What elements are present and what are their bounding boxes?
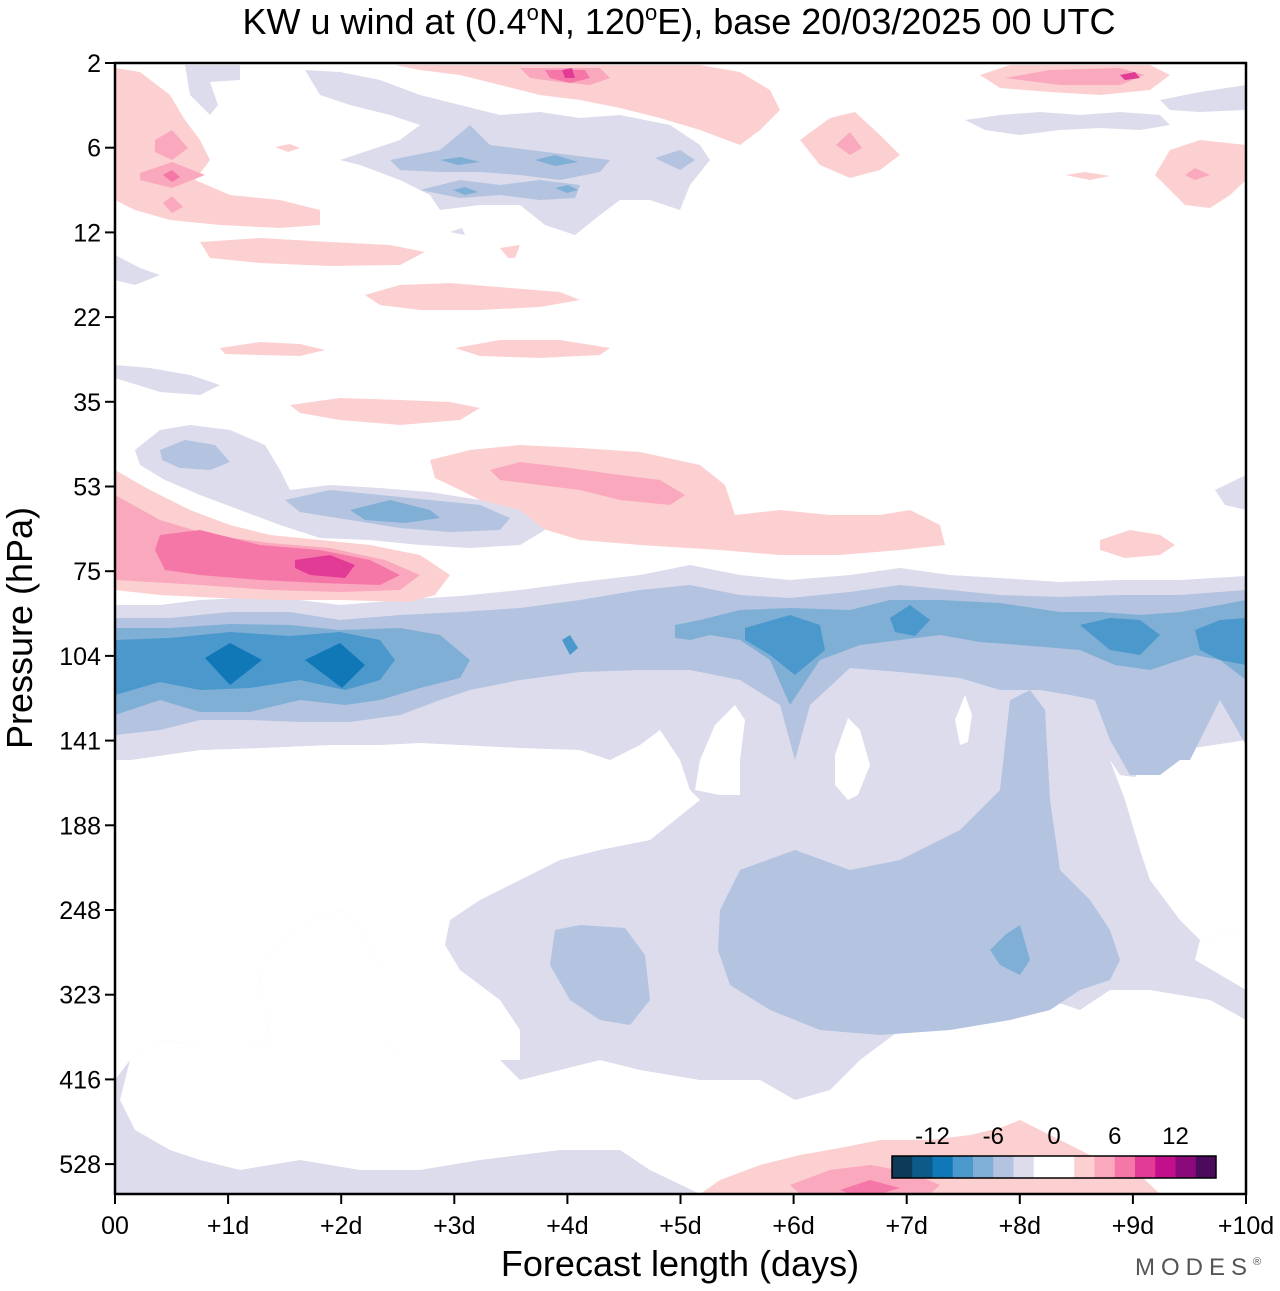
brand-label: MODES® — [1135, 1254, 1267, 1281]
contour-neg-2-top-center — [185, 65, 240, 115]
colorbar-swatch — [912, 1156, 933, 1178]
x-axis-label: Forecast length (days) — [501, 1243, 859, 1284]
x-tick-label: +3d — [433, 1212, 475, 1240]
colorbar-swatch — [932, 1156, 954, 1178]
y-tick-label: 528 — [59, 1151, 101, 1179]
x-tick-label: +10d — [1218, 1212, 1274, 1240]
colorbar-frame — [891, 1155, 1217, 1179]
contour-neg-6-top-center — [440, 157, 480, 165]
colorbar-swatch — [1094, 1156, 1116, 1178]
x-tick-label: +6d — [772, 1212, 814, 1240]
colorbar: -12 -6 0 6 12 — [891, 1123, 1217, 1179]
contour-neg-10-jet — [205, 643, 262, 685]
colorbar-label: 6 — [1108, 1123, 1121, 1150]
contour-pos-2-top-left — [115, 68, 320, 228]
contour-fields — [115, 65, 1246, 1194]
colorbar-label: -12 — [915, 1123, 950, 1150]
colorbar-label: -6 — [983, 1123, 1004, 1150]
y-tick-label: 53 — [73, 474, 101, 502]
contour-pos-2-top-right — [395, 65, 780, 145]
x-tick-label: +7d — [885, 1212, 927, 1240]
contour-neg-4-top-center — [390, 125, 610, 180]
y-tick-label: 416 — [59, 1066, 101, 1094]
colorbar-swatch — [1155, 1156, 1176, 1178]
contour-neg-4-45 — [160, 440, 230, 470]
chart-title: KW u wind at (0.4oN, 120oE), base 20/03/… — [243, 0, 1116, 42]
y-tick-label: 6 — [87, 135, 101, 163]
y-tick-label: 248 — [59, 897, 101, 925]
y-tick-label: 22 — [73, 304, 101, 332]
y-axis-label: Pressure (hPa) — [0, 507, 40, 749]
x-tick-label: +2d — [320, 1212, 362, 1240]
x-tick-label: 00 — [101, 1212, 129, 1240]
y-tick-label: 75 — [73, 558, 101, 586]
colorbar-swatch — [1135, 1156, 1156, 1178]
contour-pos-4-top-left — [155, 130, 188, 160]
colorbar-label: 0 — [1047, 1123, 1060, 1150]
y-tick-label: 12 — [73, 219, 101, 247]
y-tick-label: 188 — [59, 812, 101, 840]
colorbar-swatch — [973, 1156, 994, 1178]
y-axis: 2 6 12 22 35 53 75 104 141 188 248 323 416 528 — [59, 50, 115, 1179]
y-tick-label: 35 — [73, 389, 101, 417]
x-tick-label: +8d — [999, 1212, 1041, 1240]
x-tick-label: +5d — [659, 1212, 701, 1240]
x-tick-label: +4d — [546, 1212, 588, 1240]
colorbar-swatch — [892, 1156, 913, 1178]
colorbar-swatch — [1013, 1156, 1035, 1178]
colorbar-label: 12 — [1162, 1123, 1189, 1150]
colorbar-swatch — [1033, 1156, 1055, 1178]
x-tick-label: +1d — [207, 1212, 249, 1240]
y-tick-label: 323 — [59, 982, 101, 1010]
x-tick-label: +9d — [1112, 1212, 1154, 1240]
contour-pos-8-75 — [295, 555, 355, 578]
colorbar-swatch — [952, 1156, 974, 1178]
colorbar-swatch — [993, 1156, 1014, 1178]
colorbar-swatch — [1074, 1156, 1095, 1178]
y-tick-label: 104 — [59, 643, 101, 671]
contour-pos-4-53 — [490, 462, 685, 505]
colorbar-swatch — [1114, 1156, 1136, 1178]
colorbar-swatch — [1175, 1156, 1197, 1178]
x-axis: 00 +1d +2d +3d +4d +5d +6d +7d +8d +9d +10d — [101, 1194, 1274, 1240]
colorbar-swatch — [1195, 1156, 1217, 1178]
y-tick-label: 2 — [87, 50, 101, 78]
y-tick-label: 141 — [59, 728, 101, 756]
colorbar-swatch — [1054, 1156, 1075, 1178]
